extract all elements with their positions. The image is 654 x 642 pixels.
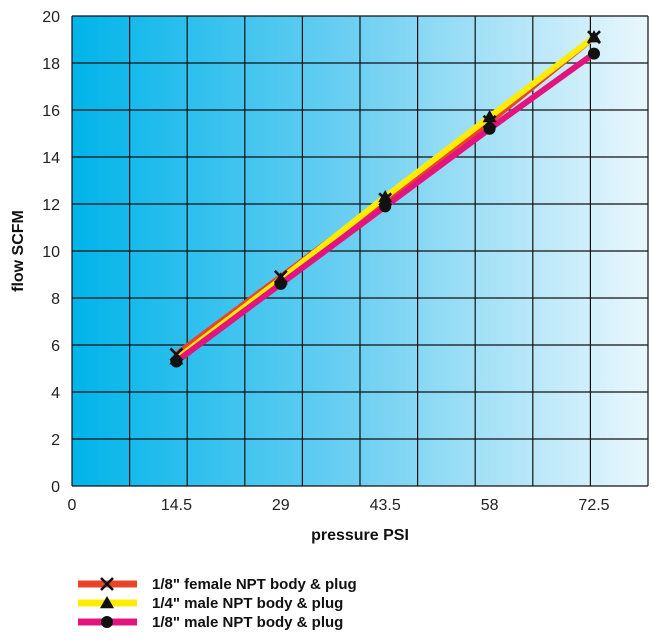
y-tick-label: 0 [51,479,60,496]
x-tick-label: 43.5 [370,497,401,514]
y-tick-label: 6 [51,338,60,355]
y-tick-label: 12 [42,197,60,214]
legend: 1/8" female NPT body & plug 1/4" male NPT… [78,576,357,631]
x-tick-label: 29 [272,497,290,514]
y-tick-label: 20 [42,9,60,26]
legend-triangle-marker [100,596,114,609]
x-axis-title: pressure PSI [311,527,409,544]
data-point-triangle-marker [482,110,497,123]
data-point-circle-marker [483,122,496,135]
y-tick-label: 2 [51,432,60,449]
data-point-triangle-marker [378,189,393,203]
y-tick-label: 10 [42,244,60,261]
legend-item: 1/8" female NPT body & plug [78,576,357,593]
x-tick-label: 0 [68,497,77,514]
data-point-circle-marker [170,355,183,368]
legend-item: 1/4" male NPT body & plug [78,595,343,612]
legend-label: 1/4" male NPT body & plug [152,595,343,612]
y-tick-label: 16 [42,103,60,120]
x-tick-label: 14.5 [161,497,192,514]
x-tick-label: 72.5 [578,497,609,514]
series-3-markers [170,47,600,368]
legend-label: 1/8" male NPT body & plug [152,614,343,631]
data-point-circle-marker [379,200,392,213]
data-point-circle-marker [274,277,287,290]
y-tick-label: 4 [51,385,60,402]
y-tick-label: 18 [42,56,60,73]
legend-label: 1/8" female NPT body & plug [152,576,357,593]
y-axis-ticks: 0 2 4 6 8 10 12 14 16 18 20 [42,9,60,496]
y-tick-label: 8 [51,291,60,308]
x-tick-label: 58 [481,497,499,514]
data-point-circle-marker [588,47,600,60]
y-tick-label: 14 [42,150,60,167]
data-point-triangle-marker [587,30,601,43]
legend-item: 1/8" male NPT body & plug [78,614,343,631]
legend-x-marker [100,577,114,591]
y-axis-title: flow SCFM [10,210,27,292]
legend-circle-marker [101,616,113,628]
series-lines [169,30,601,368]
x-axis-ticks: 0 14.5 29 43.5 58 72.5 [68,497,610,514]
